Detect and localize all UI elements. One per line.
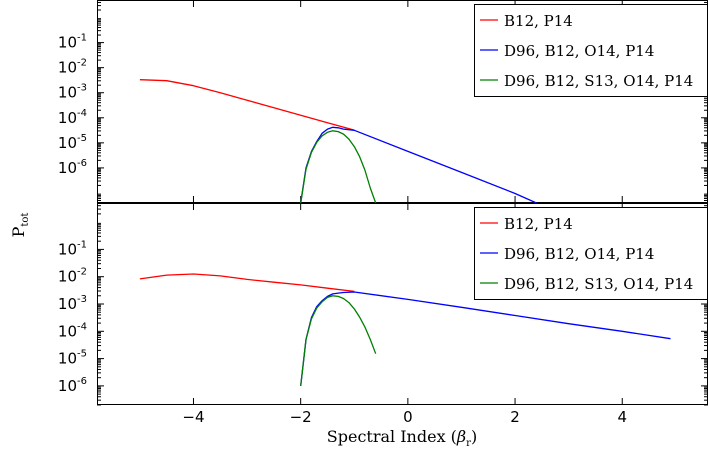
series-lines: [139, 273, 671, 386]
y-tick-label: 10-1: [58, 33, 87, 52]
bottom-panel: 10-1 10-2 10-3 10-4 10-5 10-6 −4 −2 0 2 4 B12, P14 D…: [58, 202, 708, 426]
top-panel: 10-1 10-2 10-3 10-4 10-5 10-6 B12, P14 D96, B12…: [58, 0, 708, 204]
y-tick-label: 10-6: [58, 158, 87, 177]
y-tick-label: 10-2: [58, 58, 87, 77]
legend-label: D96, B12, O14, P14: [504, 42, 654, 60]
legend: B12, P14 D96, B12, O14, P14 D96, B12, S13,…: [474, 207, 708, 300]
x-tick-label: 2: [510, 408, 520, 426]
series-line: [300, 126, 537, 203]
y-axis-label: Ptot: [9, 213, 31, 238]
y-tick-label: 10-2: [58, 267, 87, 286]
y-tick-label: 10-3: [58, 294, 87, 313]
legend-frame: [474, 207, 708, 300]
y-tick-label: 10-4: [58, 108, 87, 127]
series-line: [139, 79, 355, 131]
series-line: [300, 295, 377, 386]
legend-label: B12, P14: [504, 215, 573, 233]
y-tick-label: 10-3: [58, 83, 87, 102]
y-tick-label: 10-5: [58, 133, 87, 152]
legend: B12, P14 D96, B12, O14, P14 D96, B12, S13,…: [474, 4, 708, 97]
x-tick-label: −2: [290, 408, 312, 426]
y-tick-label: 10-5: [58, 349, 87, 368]
series-line: [300, 291, 671, 386]
y-tick-label: 10-1: [58, 239, 87, 258]
series-line: [300, 130, 377, 203]
series-line: [139, 273, 355, 293]
x-tick-label: 0: [403, 408, 413, 426]
legend-label: B12, P14: [504, 12, 573, 30]
y-tick-label: 10-6: [58, 376, 87, 395]
legend-label: D96, B12, S13, O14, P14: [504, 72, 693, 90]
series-lines: [139, 79, 537, 203]
y-tick-label: 10-4: [58, 321, 87, 340]
x-tick-label: −4: [182, 408, 204, 426]
legend-label: D96, B12, S13, O14, P14: [504, 275, 693, 293]
x-axis-label: Spectral Index (βr): [327, 427, 477, 449]
figure-labels: Ptot Spectral Index (βr): [9, 213, 477, 449]
legend-label: D96, B12, O14, P14: [504, 245, 654, 263]
legend-frame: [474, 4, 708, 97]
x-tick-label: 4: [617, 408, 627, 426]
